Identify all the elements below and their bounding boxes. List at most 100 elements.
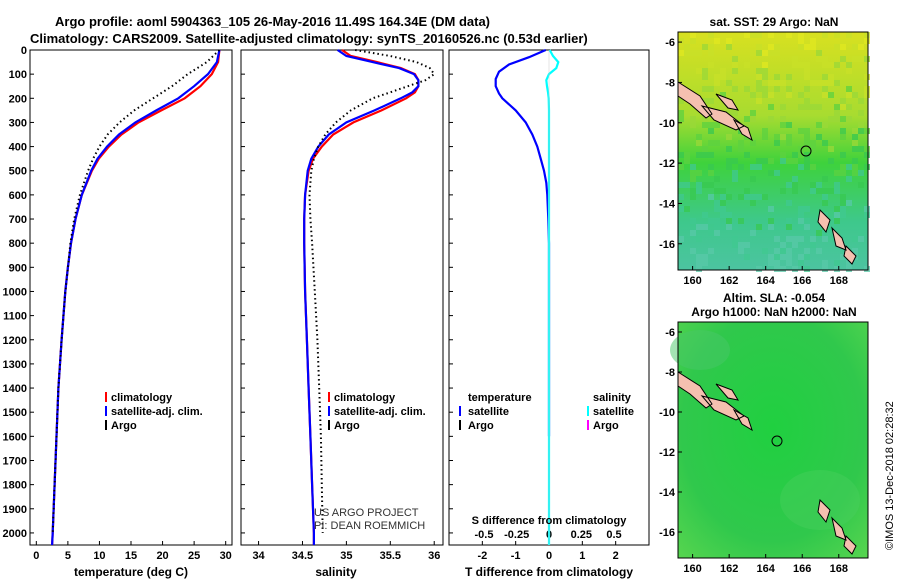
sst-pixel xyxy=(786,224,792,230)
sst-pixel xyxy=(732,68,738,74)
sst-pixel xyxy=(864,92,870,98)
legend-swatch-climatology xyxy=(328,392,330,402)
sst-pixel xyxy=(732,86,738,92)
depth-tick-label: 300 xyxy=(9,117,27,129)
sst-pixel xyxy=(708,140,714,146)
sst-pixel xyxy=(768,224,774,230)
sst-pixel xyxy=(792,158,798,164)
sst-pixel xyxy=(858,182,864,188)
sst-pixel xyxy=(768,32,774,38)
sst-pixel xyxy=(846,266,852,272)
sst-pixel xyxy=(822,200,828,206)
argo-position-marker xyxy=(800,145,812,157)
sst-pixel xyxy=(726,164,732,170)
vanuatu-coast xyxy=(817,498,857,555)
sst-pixel xyxy=(828,158,834,164)
sst-pixel xyxy=(726,80,732,86)
sst-pixel xyxy=(786,254,792,260)
sst-pixel xyxy=(702,224,708,230)
sst-pixel xyxy=(720,206,726,212)
sst-pixel xyxy=(726,110,732,116)
difference-top-axis-label: S difference from climatology xyxy=(472,515,628,527)
series-line-argo xyxy=(308,49,436,533)
sst-pixel xyxy=(732,176,738,182)
sst-pixel xyxy=(714,38,720,44)
sst-pixel xyxy=(840,98,846,104)
sst-pixel xyxy=(756,158,762,164)
sst-pixel xyxy=(708,86,714,92)
sst-pixel xyxy=(834,266,840,272)
sst-pixel xyxy=(714,218,720,224)
depth-tick-label: 0 xyxy=(21,45,27,57)
sst-pixel xyxy=(750,32,756,38)
temperature-x-ticks: 0 5 10 15 20 25 30 xyxy=(33,541,232,562)
sst-map-frame xyxy=(677,31,869,271)
sst-pixel xyxy=(822,74,828,80)
sst-pixel xyxy=(852,140,858,146)
sst-pixel xyxy=(690,32,696,38)
sst-pixel xyxy=(810,182,816,188)
x-tick-label: 35.5 xyxy=(380,550,401,562)
sst-pixel xyxy=(798,254,804,260)
sst-pixel xyxy=(702,116,708,122)
sst-pixel xyxy=(786,218,792,224)
series-line-satellite-adj-clim- xyxy=(51,49,221,546)
x-tick-label: 1 xyxy=(579,550,585,562)
sst-pixel xyxy=(822,188,828,194)
sst-pixel xyxy=(786,140,792,146)
sst-pixel xyxy=(690,230,696,236)
sst-pixel xyxy=(714,188,720,194)
sst-pixel xyxy=(720,188,726,194)
sst-pixel xyxy=(786,182,792,188)
sst-pixel xyxy=(756,266,762,272)
temperature-legend: climatology satellite-adj. clim. Argo xyxy=(105,392,203,432)
sst-pixel xyxy=(834,104,840,110)
sst-pixel xyxy=(678,164,684,170)
series-line-satellite-adj-clim- xyxy=(303,49,420,545)
sst-pixel xyxy=(834,62,840,68)
sst-pixel xyxy=(702,68,708,74)
sst-pixel xyxy=(678,236,684,242)
sst-pixel xyxy=(762,68,768,74)
sla-map-title2: Argo h1000: NaN h2000: NaN xyxy=(691,305,856,319)
sst-pixel xyxy=(816,122,822,128)
sst-pixel xyxy=(726,224,732,230)
sst-pixel xyxy=(804,104,810,110)
sst-pixel xyxy=(696,50,702,56)
sst-pixel xyxy=(732,170,738,176)
annotation-pi: PI: DEAN ROEMMICH xyxy=(314,520,425,532)
sst-pixel xyxy=(792,188,798,194)
sst-pixel xyxy=(792,152,798,158)
sst-pixel xyxy=(810,236,816,242)
sst-pixel xyxy=(840,152,846,158)
sst-pixel xyxy=(744,32,750,38)
sst-pixel xyxy=(696,236,702,242)
sst-pixel xyxy=(828,236,834,242)
sst-pixel xyxy=(816,104,822,110)
sst-pixel xyxy=(762,248,768,254)
solomon-islands-coast xyxy=(677,371,753,432)
sst-pixel xyxy=(804,248,810,254)
sst-pixel xyxy=(708,152,714,158)
sst-pixel xyxy=(738,140,744,146)
sst-pixel xyxy=(834,218,840,224)
sst-pixel xyxy=(780,80,786,86)
sst-pixel xyxy=(720,200,726,206)
sst-pixel xyxy=(780,242,786,248)
sst-pixel xyxy=(762,62,768,68)
sst-pixel xyxy=(840,128,846,134)
sst-pixel xyxy=(750,92,756,98)
sst-pixel xyxy=(840,116,846,122)
sst-pixel xyxy=(846,200,852,206)
sst-pixel xyxy=(774,50,780,56)
sst-pixel xyxy=(744,152,750,158)
sst-pixel xyxy=(702,74,708,80)
difference-top-ticks: -0.5 -0.25 0 0.25 0.5 xyxy=(475,529,622,541)
sst-pixel xyxy=(822,140,828,146)
sst-pixel xyxy=(744,116,750,122)
sst-pixel xyxy=(774,266,780,272)
argo-position-marker xyxy=(771,435,783,447)
sst-pixel xyxy=(798,38,804,44)
sst-pixel xyxy=(702,260,708,266)
sst-pixel xyxy=(834,80,840,86)
